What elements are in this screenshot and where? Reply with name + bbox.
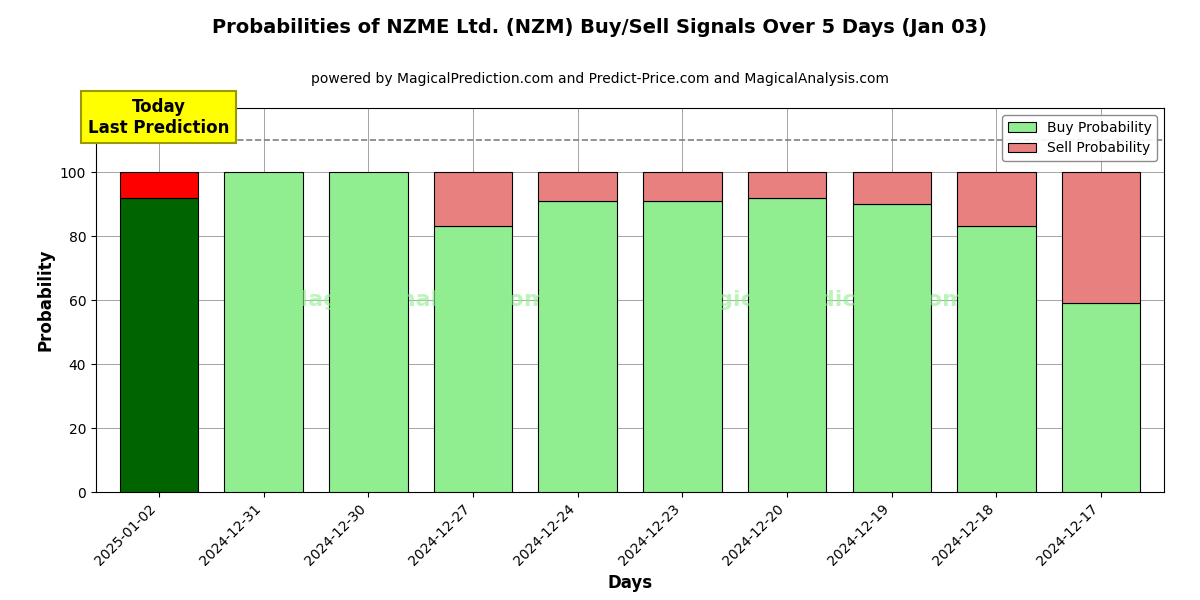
- Bar: [748, 172, 827, 197]
- Legend: Buy Probability, Sell Probability: Buy Probability, Sell Probability: [1002, 115, 1157, 161]
- Bar: [852, 172, 931, 204]
- Bar: [433, 172, 512, 226]
- Bar: [120, 172, 198, 197]
- Bar: [748, 197, 827, 492]
- Bar: [1062, 172, 1140, 303]
- Text: powered by MagicalPrediction.com and Predict-Price.com and MagicalAnalysis.com: powered by MagicalPrediction.com and Pre…: [311, 72, 889, 86]
- Bar: [433, 226, 512, 492]
- Bar: [643, 201, 721, 492]
- Bar: [329, 172, 408, 492]
- Bar: [958, 172, 1036, 226]
- Bar: [643, 172, 721, 201]
- Bar: [120, 197, 198, 492]
- Bar: [224, 172, 302, 492]
- Y-axis label: Probability: Probability: [36, 249, 54, 351]
- X-axis label: Days: Days: [607, 574, 653, 592]
- Bar: [958, 226, 1036, 492]
- Text: MagicalPrediction.com: MagicalPrediction.com: [679, 290, 965, 310]
- Text: Probabilities of NZME Ltd. (NZM) Buy/Sell Signals Over 5 Days (Jan 03): Probabilities of NZME Ltd. (NZM) Buy/Sel…: [212, 18, 988, 37]
- Text: Today
Last Prediction: Today Last Prediction: [88, 98, 229, 137]
- Text: MagicalAnalysis.com: MagicalAnalysis.com: [286, 290, 547, 310]
- Bar: [539, 201, 617, 492]
- Bar: [1062, 303, 1140, 492]
- Bar: [539, 172, 617, 201]
- Bar: [852, 204, 931, 492]
